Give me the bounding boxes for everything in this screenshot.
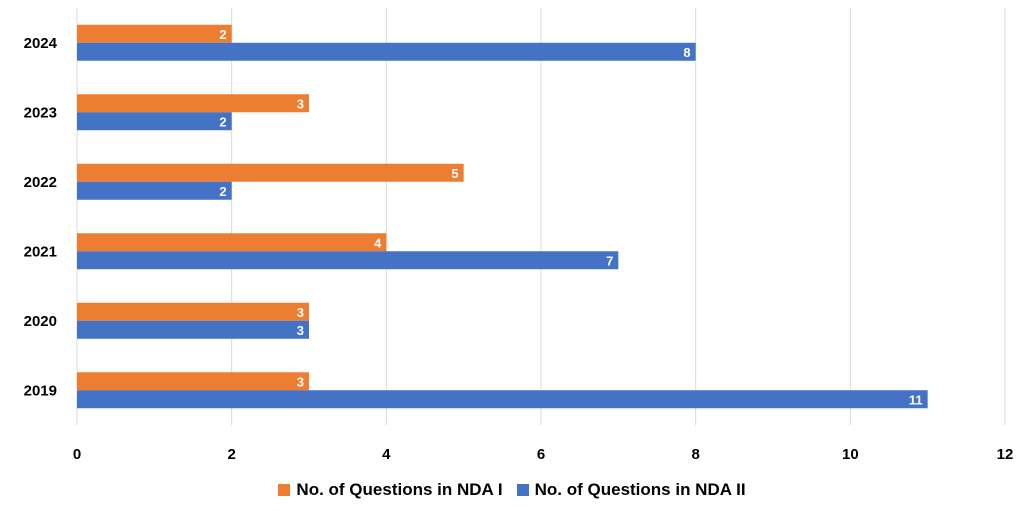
bar-2024-series-1: [77, 24, 232, 43]
bar-2019-series-1: [77, 372, 309, 391]
y-tick-label-2022: 2022: [24, 174, 57, 191]
data-label-2020-series-1: 3: [297, 305, 304, 320]
data-label-2020-series-2: 3: [297, 323, 304, 338]
bar-2021-series-2: [77, 251, 619, 270]
y-tick-label-2024: 2024: [24, 35, 58, 52]
bar-2020-series-2: [77, 320, 309, 339]
bar-2020-series-1: [77, 302, 309, 321]
legend: No. of Questions in NDA I No. of Questio…: [0, 480, 1024, 500]
x-tick-label-10: 10: [842, 446, 859, 463]
legend-label-nda-2: No. of Questions in NDA II: [534, 480, 746, 499]
x-tick-label-2: 2: [227, 446, 235, 463]
x-tick-label-6: 6: [537, 446, 545, 463]
bar-2022-series-2: [77, 181, 232, 200]
data-label-2022-series-1: 5: [451, 166, 458, 181]
bar-chart: 0 2 4 6 8 10 12 2024 2 8 2023 3 2 2022 5 2 2021 4 7 2020 3 3 2…: [24, 8, 1014, 463]
y-tick-label-2020: 2020: [24, 313, 57, 330]
y-tick-label-2021: 2021: [24, 243, 57, 260]
x-tick-label-8: 8: [691, 446, 699, 463]
bar-2023-series-2: [77, 112, 232, 131]
legend-item-nda-2: No. of Questions in NDA II: [516, 480, 746, 500]
x-tick-label-12: 12: [997, 446, 1014, 463]
data-label-2019-series-1: 3: [297, 374, 304, 389]
x-tick-label-0: 0: [73, 446, 81, 463]
data-label-2023-series-1: 3: [297, 96, 304, 111]
y-tick-label-2023: 2023: [24, 104, 57, 121]
data-label-2021-series-1: 4: [374, 235, 382, 250]
legend-swatch-nda-1: [278, 484, 291, 496]
bar-2024-series-2: [77, 42, 696, 61]
data-label-2024-series-1: 2: [219, 27, 226, 42]
data-label-2024-series-2: 8: [683, 45, 690, 60]
bar-2021-series-1: [77, 233, 387, 252]
bar-2022-series-1: [77, 163, 464, 182]
bar-2023-series-1: [77, 94, 309, 113]
x-tick-label-4: 4: [382, 446, 391, 463]
legend-swatch-nda-2: [516, 484, 529, 496]
data-label-2021-series-2: 7: [606, 253, 613, 268]
legend-item-nda-1: No. of Questions in NDA I: [278, 480, 503, 500]
data-label-2022-series-2: 2: [219, 184, 226, 199]
bar-2019-series-2: [77, 390, 928, 409]
y-tick-label-2019: 2019: [24, 382, 57, 399]
data-label-2019-series-2: 11: [909, 392, 923, 407]
legend-label-nda-1: No. of Questions in NDA I: [296, 480, 503, 499]
data-label-2023-series-2: 2: [219, 114, 226, 129]
